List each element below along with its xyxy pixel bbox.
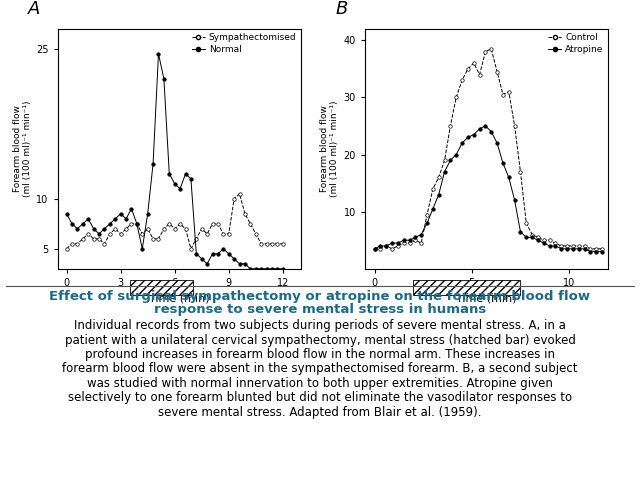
Text: patient with a unilateral cervical sympathectomy, mental stress (hatched bar) ev: patient with a unilateral cervical sympa… [65,334,575,347]
Text: profound increases in forearm blood flow in the normal arm. These increases in: profound increases in forearm blood flow… [85,348,555,361]
Text: A: A [28,0,41,18]
Bar [130,280,193,295]
Text: Effect of surgical sympathectomy or atropine on the forearm blood flow: Effect of surgical sympathectomy or atro… [49,290,591,303]
X-axis label: Time (min): Time (min) [456,293,516,303]
X-axis label: Time (min): Time (min) [149,293,209,303]
Text: forearm blood flow were absent in the sympathectomised forearm. B, a second subj: forearm blood flow were absent in the sy… [62,362,578,375]
Text: selectively to one forearm blunted but did not eliminate the vasodilator respons: selectively to one forearm blunted but d… [68,391,572,404]
Text: response to severe mental stress in humans: response to severe mental stress in huma… [154,303,486,316]
Bar [413,280,520,295]
Legend: Control, Atropine: Control, Atropine [548,33,604,54]
Y-axis label: Forearm blood flow
(ml (100 ml)⁻¹ min⁻¹): Forearm blood flow (ml (100 ml)⁻¹ min⁻¹) [320,100,339,197]
Text: severe mental stress. Adapted from Blair et al. (1959).: severe mental stress. Adapted from Blair… [158,406,482,419]
Text: was studied with normal innervation to both upper extremities. Atropine given: was studied with normal innervation to b… [87,377,553,390]
Text: Individual records from two subjects during periods of severe mental stress. A, : Individual records from two subjects dur… [74,319,566,332]
Legend: Sympathectomised, Normal: Sympathectomised, Normal [191,33,296,54]
Y-axis label: Forearm blood flow
(ml (100 ml)⁻¹ min⁻¹): Forearm blood flow (ml (100 ml)⁻¹ min⁻¹) [13,100,32,197]
Text: B: B [335,0,348,18]
